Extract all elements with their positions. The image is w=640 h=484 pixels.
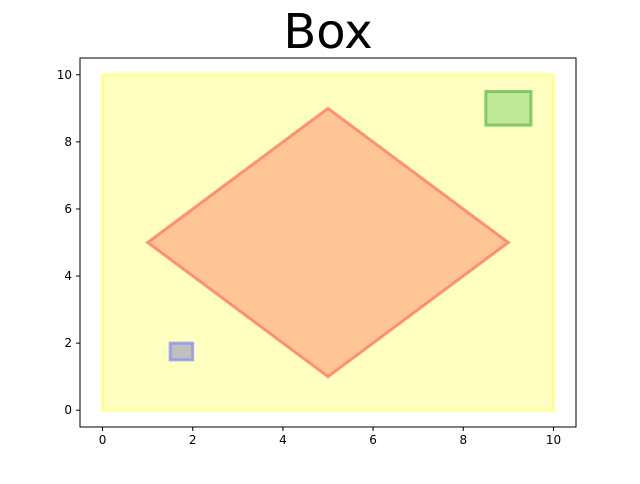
y-tick-label: 8 [64,135,72,149]
shape-green-box [484,90,533,127]
chart-title: Box [283,4,372,60]
y-tick-label: 6 [64,202,72,216]
x-tick-label: 8 [459,433,467,447]
y-tick-label: 0 [64,403,72,417]
y-tick-label: 10 [57,68,72,82]
axes-frame [79,57,577,428]
x-tick-label: 6 [369,433,377,447]
y-tick-label: 2 [64,336,72,350]
x-axis: 0 2 4 6 8 10 [99,427,561,447]
plot-shapes [101,73,555,412]
shape-blue-box [168,341,195,362]
x-tick-label: 0 [99,433,107,447]
y-tick-label: 4 [64,269,72,283]
x-tick-label: 2 [189,433,197,447]
x-tick-label: 4 [279,433,287,447]
shape-diamond [145,106,511,379]
y-axis: 0 2 4 6 8 10 [57,68,80,417]
x-tick-label: 10 [546,433,561,447]
